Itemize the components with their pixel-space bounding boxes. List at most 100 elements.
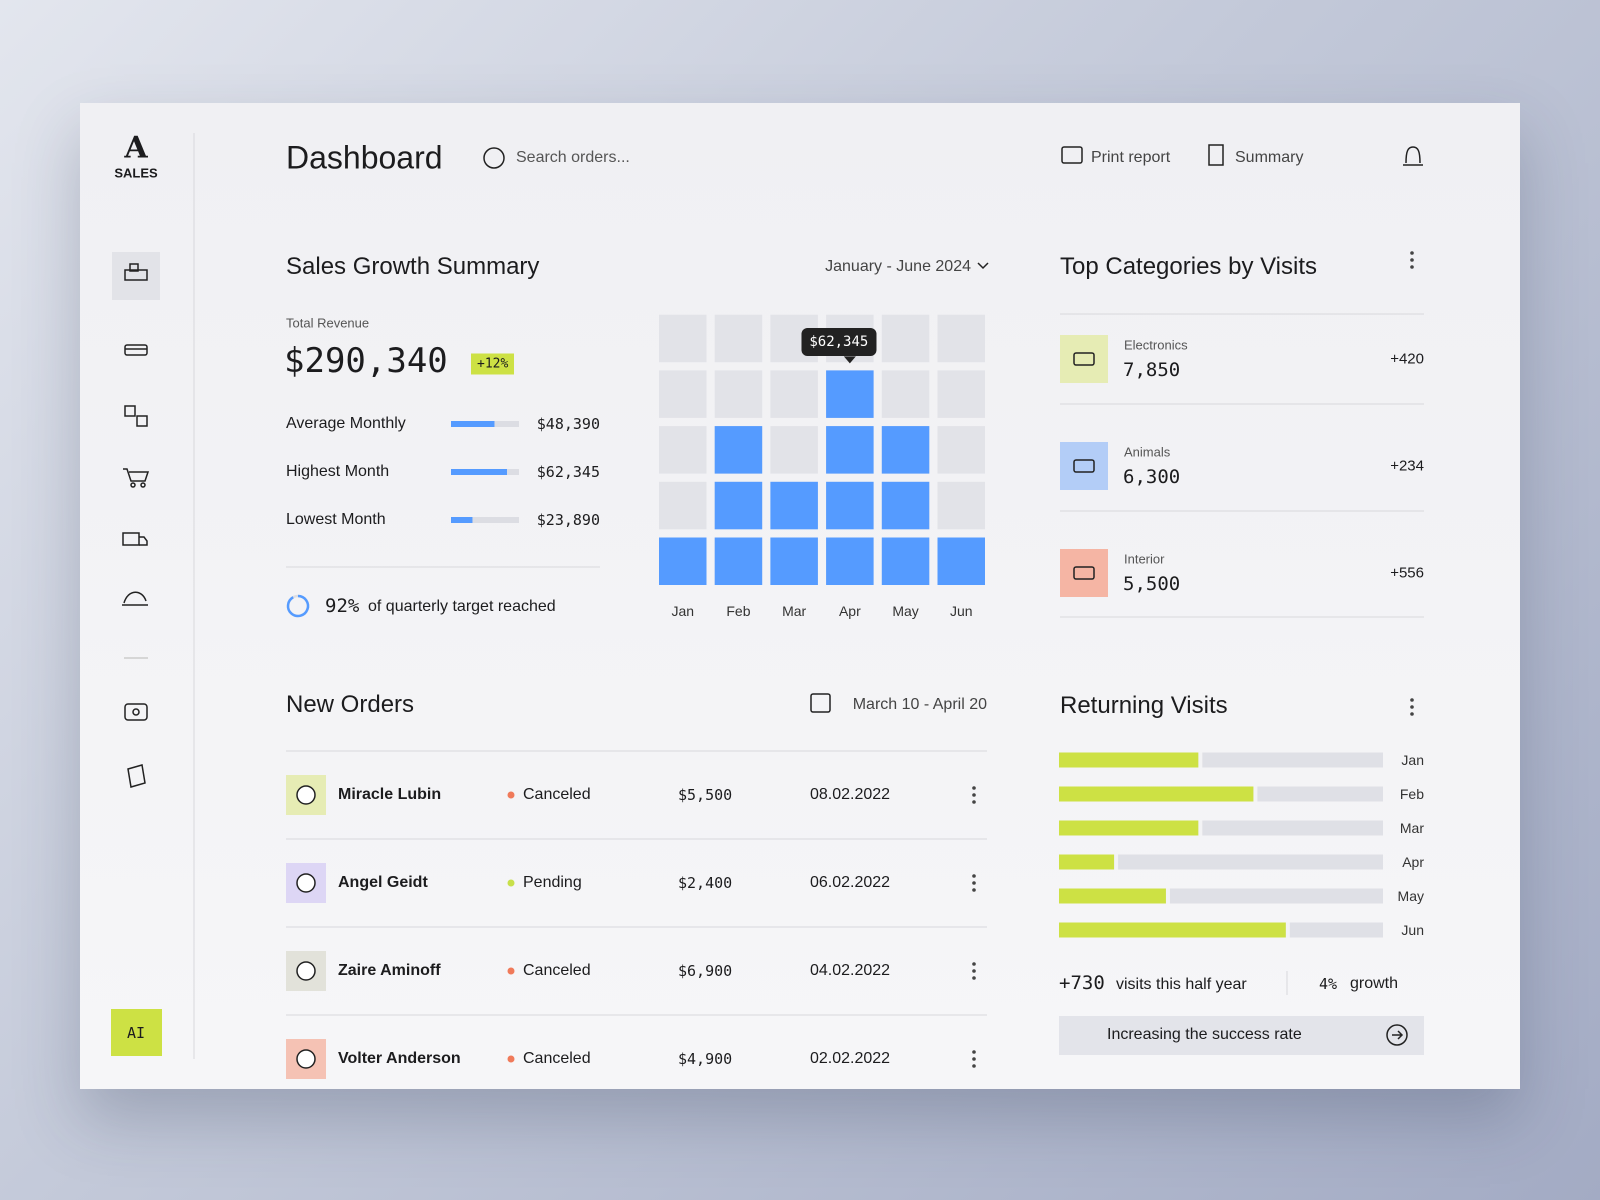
x-tick-label: Jan (671, 603, 695, 619)
logo: A (124, 130, 148, 166)
search[interactable]: Search orders... (516, 149, 630, 166)
y-tick-label: Mar (1399, 820, 1424, 836)
target-arc (286, 594, 310, 618)
customer-name: Zaire Aminoff (338, 962, 441, 979)
amount: $6,900 (678, 962, 733, 980)
row-menu (972, 976, 976, 980)
avatar-face (296, 785, 316, 805)
ai-button[interactable] (111, 1009, 162, 1056)
cell (881, 370, 930, 418)
cell-filled (659, 537, 707, 585)
status-dot (507, 1055, 515, 1063)
amount: $5,500 (678, 786, 733, 804)
cell (937, 481, 985, 530)
date: 08.02.2022 (810, 786, 891, 803)
row-menu (972, 1064, 976, 1068)
status: Canceled (523, 962, 591, 979)
row-menu (972, 881, 976, 885)
amount: $2,400 (678, 874, 733, 892)
cell (770, 370, 818, 418)
bar (714, 426, 763, 585)
icon-glyph (1073, 352, 1095, 366)
category-delta: +420 (1390, 350, 1424, 368)
cell (659, 314, 707, 363)
cell (659, 481, 707, 530)
growth-text: growth (1350, 975, 1399, 992)
row-menu (972, 800, 976, 804)
action-button[interactable] (1059, 1016, 1424, 1055)
cell (714, 314, 763, 363)
page-title: Dashboard (286, 139, 443, 176)
period[interactable]: January - June 2024 (825, 258, 971, 275)
cell (659, 426, 707, 474)
bar-gap (1165, 888, 1170, 904)
cell-filled (826, 481, 874, 530)
cell-filled (826, 537, 874, 585)
icon-glyph (1073, 566, 1095, 580)
icon-glyph (1073, 459, 1095, 473)
bar-gap (1198, 752, 1203, 768)
cell-filled (826, 426, 874, 474)
cell-filled (714, 537, 763, 585)
cell-filled (881, 481, 930, 530)
arrow-icon (1386, 1024, 1408, 1046)
cell-filled (714, 481, 763, 530)
bar-gap (1285, 922, 1290, 938)
nav-icons (122, 263, 150, 788)
stat-bar (451, 517, 473, 523)
bar-track (1059, 854, 1383, 870)
cell (659, 370, 707, 418)
row-menu (972, 874, 976, 878)
row-menu (972, 969, 976, 973)
y-tick-label: Apr (1402, 854, 1424, 870)
category-name: Animals (1124, 444, 1171, 460)
x-tick-label: Apr (838, 603, 861, 619)
bar (1059, 888, 1166, 904)
row-menu (972, 1057, 976, 1061)
charts (286, 314, 1383, 1079)
cell-filled (714, 426, 763, 474)
action-label[interactable]: Increasing the success rate (1107, 1026, 1302, 1043)
customer-name: Angel Geidt (338, 874, 428, 891)
avatar-face (296, 873, 316, 893)
cell (937, 426, 985, 474)
stat-label: Average Monthly (286, 415, 406, 432)
stat-value: $62,345 (536, 463, 600, 481)
x-tick-label: May (892, 603, 919, 619)
stat-bar (451, 469, 507, 475)
category-icon (1060, 442, 1108, 490)
cell-filled (770, 481, 818, 530)
bar (1059, 786, 1254, 802)
date-range[interactable]: March 10 - April 20 (852, 696, 987, 713)
print-report[interactable]: Print report (1091, 149, 1171, 166)
date: 06.02.2022 (810, 874, 891, 891)
category-delta: +234 (1390, 457, 1424, 475)
bar (937, 537, 985, 585)
stat-bar (451, 421, 495, 427)
avatar-face (296, 1049, 316, 1069)
cell (881, 314, 930, 363)
category-icon (1060, 335, 1108, 383)
cell-filled (937, 537, 985, 585)
row-menu (972, 793, 976, 797)
row-menu (972, 786, 976, 790)
category-value: 7,850 (1123, 359, 1181, 381)
status: Pending (523, 874, 582, 891)
bar-gap (1114, 854, 1119, 870)
bar (1059, 820, 1199, 836)
cell-filled (770, 537, 818, 585)
dividers (286, 313, 1424, 995)
status-dot (507, 879, 515, 887)
x-tick-label: Feb (726, 603, 751, 619)
category-name: Electronics (1124, 337, 1188, 353)
cell (770, 426, 818, 474)
brand: SALES (114, 165, 158, 181)
x-tick-label: Jun (949, 603, 973, 619)
avatar-face (296, 961, 316, 981)
row-menu (972, 962, 976, 966)
summary[interactable]: Summary (1235, 149, 1304, 166)
customer-name: Miracle Lubin (338, 786, 442, 803)
tooltip-arrow (843, 356, 856, 364)
total: $290,340 (284, 341, 448, 381)
ai-label[interactable]: AI (126, 1024, 146, 1042)
